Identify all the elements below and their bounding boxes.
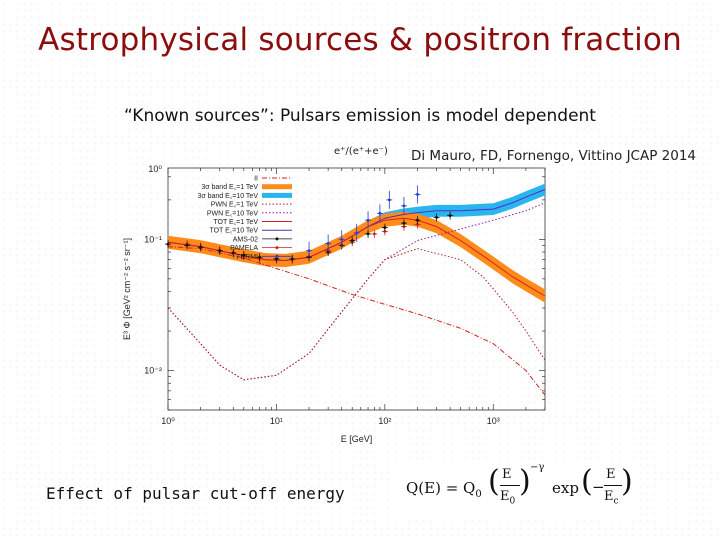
data-point [258, 255, 262, 259]
legend-label: PAMELA [230, 245, 258, 252]
data-point [378, 211, 382, 215]
formula-exp-paren-close: ) [621, 464, 633, 499]
legend-label: FERMI [236, 254, 258, 261]
x-axis-label: E [GeV] [341, 434, 373, 444]
data-point [435, 216, 438, 219]
legend-label: II [254, 176, 258, 183]
legend-marker [275, 237, 279, 241]
legend-swatch [262, 192, 292, 198]
series-ii [167, 246, 546, 396]
data-point [402, 221, 406, 225]
formula-exp-paren-open: ( [581, 464, 593, 499]
legend-label: TOT E꜀=1 TeV [213, 219, 258, 226]
legend-label: 3σ band E꜀=10 TeV [197, 193, 258, 200]
formula-frac-num: E [502, 467, 512, 482]
legend-label: PWN E꜀=10 TeV [207, 210, 258, 217]
data-point [350, 239, 354, 242]
formula-exp-num: E [606, 467, 616, 482]
x-tick-label: 10⁰ [161, 416, 175, 426]
x-tick-label: 10² [378, 416, 391, 426]
formula-paren-open: ( [488, 464, 500, 499]
formula-exp-den: Ec [604, 489, 619, 507]
data-point [402, 204, 406, 208]
formula-minus: − [592, 478, 605, 496]
data-point [448, 214, 452, 217]
formula-lhs: Q(E) = Q0 [406, 479, 482, 500]
slide-title: Astrophysical sources & positron fractio… [38, 22, 682, 58]
data-point [372, 232, 376, 236]
x-tick-label: 10³ [487, 416, 500, 426]
data-point [366, 232, 370, 236]
y-tick-label: 10⁰ [148, 164, 162, 174]
data-point [326, 242, 330, 245]
data-point [218, 249, 222, 253]
data-point [242, 253, 246, 257]
series-pwn-e-1-tev [167, 248, 546, 381]
data-point [366, 218, 370, 222]
legend-label: 3σ band E꜀=1 TeV [201, 184, 258, 191]
data-point [340, 237, 344, 241]
data-point [199, 245, 203, 249]
formula-frac-den: E0 [500, 489, 516, 507]
data-point [416, 193, 419, 196]
y-axis-label: E³ Φ [GeV² cm⁻² s⁻² sr⁻¹] [122, 238, 132, 340]
figure-caption: Effect of pulsar cut-off energy [46, 484, 345, 503]
legend-marker [275, 254, 279, 258]
data-point [383, 226, 387, 229]
slide-subtitle: “Known sources”: Pulsars emission is mod… [124, 106, 596, 126]
data-point [387, 198, 391, 202]
x-tick-label: 10¹ [270, 416, 283, 426]
formula-paren-close: ) [519, 464, 531, 499]
legend-swatch [262, 184, 292, 190]
formula-exp-bar [604, 485, 622, 486]
formula-exponent: −γ [530, 462, 545, 473]
y-tick-label: 10⁻² [144, 366, 162, 376]
y-tick-label: 10⁻¹ [144, 234, 162, 244]
data-point [231, 251, 235, 255]
data-point [416, 218, 419, 222]
plot-title: e⁺/(e⁺+e⁻) [334, 146, 388, 157]
data-point [355, 231, 359, 235]
data-point [416, 223, 419, 226]
formula-exp-word: exp [552, 479, 579, 497]
legend-label: TOT E꜀=10 TeV [209, 228, 258, 235]
citation: Di Mauro, FD, Fornengo, Vittino JCAP 201… [411, 148, 697, 164]
data-point [290, 257, 294, 261]
data-point [275, 257, 278, 261]
plot-frame [167, 167, 546, 411]
injection-spectrum-formula: Q(E) = Q0 ( E E0 ) −γ exp ( − E Ec ) [392, 462, 636, 516]
formula-frac-bar [500, 485, 520, 486]
data-point [185, 243, 189, 247]
data-point [307, 249, 311, 253]
legend-label: AMS-02 [233, 236, 258, 243]
legend-label: PWN E꜀=1 TeV [211, 202, 259, 209]
data-point [166, 242, 170, 246]
legend-marker [275, 246, 279, 250]
